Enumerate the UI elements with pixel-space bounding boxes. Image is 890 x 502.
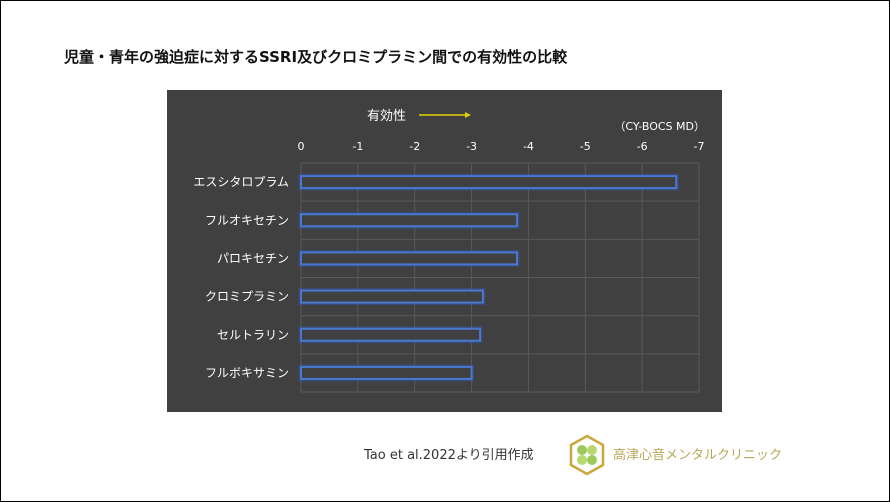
x-tick-label: -4 xyxy=(523,140,534,153)
category-label: パロキセチン xyxy=(217,251,289,265)
x-tick-label: -2 xyxy=(409,140,420,153)
bar xyxy=(300,213,519,228)
unit-label: （CY-BOCS MD） xyxy=(614,120,705,133)
bar xyxy=(300,289,484,304)
x-tick-label: -5 xyxy=(580,140,591,153)
x-tick-label: -3 xyxy=(466,140,477,153)
bar xyxy=(300,327,482,342)
x-tick-label: 0 xyxy=(298,140,305,153)
x-tick-label: -1 xyxy=(352,140,363,153)
category-label: フルボキサミン xyxy=(205,366,289,380)
clinic-logo-icon xyxy=(569,434,605,476)
slide-title: 児童・青年の強迫症に対するSSRI及びクロミプラミン間での有効性の比較 xyxy=(64,48,568,66)
category-label: セルトラリン xyxy=(217,328,289,342)
arrow-head-icon xyxy=(465,112,471,118)
category-label: クロミプラミン xyxy=(205,290,289,304)
bar-chart: 0 -1 -2 -3 -4 -5 -6 -7 （CY-BOCS MD） 有効性エスシタロプラムフル… xyxy=(167,90,722,412)
clinic-name: 高津心音メンタルクリニック xyxy=(613,448,783,463)
category-label: フルオキセチン xyxy=(205,213,289,227)
bar xyxy=(300,251,519,266)
x-tick-label: -7 xyxy=(694,140,705,153)
bar xyxy=(300,175,678,190)
citation: Tao et al.2022より引用作成 xyxy=(364,448,534,463)
category-label: エスシタロプラム xyxy=(193,175,289,189)
chart-svg: 0 -1 -2 -3 -4 -5 -6 -7 （CY-BOCS MD） 有効性エスシタロプラムフル… xyxy=(193,109,705,393)
bar xyxy=(300,365,473,380)
x-tick-label: -6 xyxy=(637,140,648,153)
effectiveness-label: 有効性 xyxy=(367,109,406,124)
